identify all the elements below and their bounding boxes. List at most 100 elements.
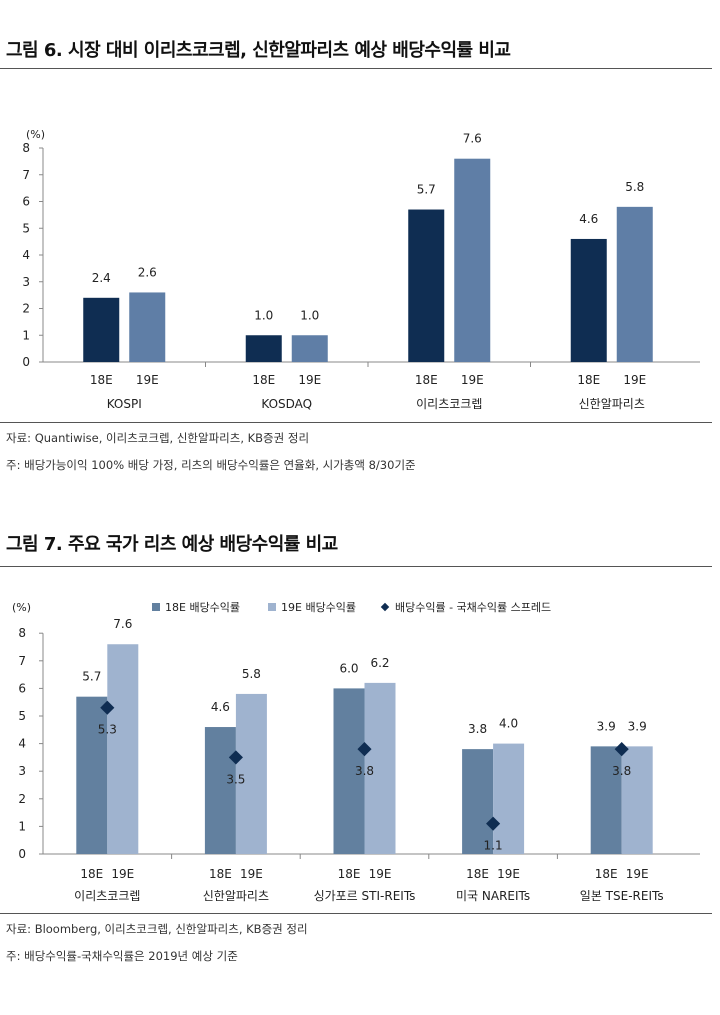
figure6-bottom-rule xyxy=(0,422,712,423)
spread-point-diamond xyxy=(357,742,372,757)
y-tick-label: 4 xyxy=(18,737,26,751)
figure7-title-rule xyxy=(0,566,712,567)
bar xyxy=(590,746,622,854)
bar xyxy=(76,696,108,854)
figure6-title-rule xyxy=(0,68,712,69)
legend-label: 배당수익률 - 국채수익률 스프레드 xyxy=(395,601,551,614)
x-sub-tick-label: 19E xyxy=(111,867,134,881)
bar-value-label: 1.0 xyxy=(300,308,319,322)
x-sub-tick-label: 19E xyxy=(240,867,263,881)
bar xyxy=(408,209,445,362)
y-tick-label: 7 xyxy=(22,168,30,182)
bar xyxy=(364,682,396,854)
figure6-footnote: 주: 배당가능이익 100% 배당 가정, 리츠의 배당수익률은 연율화, 시가… xyxy=(6,458,416,472)
figure6-chart: (%) 0 1 2 3 4 5 6 7 8 2.4 18E 2.6 19E KOSPI 1.0 18E 1.0 19… xyxy=(22,128,700,411)
x-sub-tick-label: 18E xyxy=(595,867,618,881)
x-category-label: 신한알파리츠 xyxy=(579,397,645,411)
legend-label: 18E 배당수익률 xyxy=(165,601,240,614)
bar xyxy=(621,746,653,854)
bar-value-label: 5.7 xyxy=(82,670,101,684)
y-tick-label: 8 xyxy=(22,141,30,155)
spread-value-label: 3.8 xyxy=(612,764,631,778)
bar-value-label: 3.9 xyxy=(597,719,616,733)
spread-value-label: 1.1 xyxy=(484,839,503,853)
x-sub-tick-label: 19E xyxy=(298,373,321,387)
x-category-label: 이리츠코크렙 xyxy=(74,889,140,903)
x-category-label: KOSPI xyxy=(107,397,142,411)
bar-value-label: 5.8 xyxy=(625,180,644,194)
bar-value-label: 1.0 xyxy=(254,308,273,322)
y-tick-label: 6 xyxy=(18,681,26,695)
y-tick-label: 1 xyxy=(18,819,26,833)
bar xyxy=(454,158,491,362)
bar-value-label: 4.6 xyxy=(579,212,598,226)
spread-value-label: 5.3 xyxy=(98,723,117,737)
x-category-label: 신한알파리츠 xyxy=(203,889,269,903)
x-category-label: 싱가포르 STI-REITs xyxy=(314,889,416,903)
x-sub-tick-label: 19E xyxy=(369,867,392,881)
x-sub-tick-label: 19E xyxy=(623,373,646,387)
x-sub-tick-label: 19E xyxy=(136,373,159,387)
x-sub-tick-label: 19E xyxy=(497,867,520,881)
x-sub-tick-label: 18E xyxy=(252,373,275,387)
y-tick-label: 2 xyxy=(18,792,26,806)
y-tick-label: 0 xyxy=(18,847,26,861)
figure7-source: 자료: Bloomberg, 이리츠코크렙, 신한알파리츠, KB증권 정리 xyxy=(6,922,308,936)
figure7-chart: (%) 0 1 2 3 4 5 6 7 8 18E 배당수익률 19E 배당수익률 배당수익률 - 국채… xyxy=(12,601,700,903)
y-unit-label: (%) xyxy=(26,128,45,141)
x-sub-tick-label: 18E xyxy=(338,867,361,881)
bar xyxy=(291,335,328,362)
bar-value-label: 3.9 xyxy=(628,719,647,733)
spread-value-label: 3.5 xyxy=(226,772,245,786)
bar-value-label: 4.6 xyxy=(211,700,230,714)
bar-value-label: 5.7 xyxy=(417,183,436,197)
bar-value-label: 7.6 xyxy=(463,132,482,146)
x-category-label: KOSDAQ xyxy=(261,397,312,411)
y-tick-label: 8 xyxy=(18,626,26,640)
y-tick-label: 0 xyxy=(22,355,30,369)
x-category-label: 일본 TSE-REITs xyxy=(580,889,664,903)
spread-value-label: 3.8 xyxy=(355,764,374,778)
legend-swatch xyxy=(152,603,160,611)
x-sub-tick-label: 19E xyxy=(461,373,484,387)
bar-value-label: 4.0 xyxy=(499,717,518,731)
legend-label: 19E 배당수익률 xyxy=(281,601,356,614)
bar xyxy=(107,644,139,854)
spread-point-diamond xyxy=(614,742,629,757)
bar-value-label: 7.6 xyxy=(113,617,132,631)
bar-value-label: 5.8 xyxy=(242,667,261,681)
bar xyxy=(616,206,653,362)
bar-value-label: 6.2 xyxy=(370,656,389,670)
y-tick-label: 4 xyxy=(22,248,30,262)
bar xyxy=(493,743,525,854)
spread-point-diamond xyxy=(486,816,501,831)
bar xyxy=(235,693,267,854)
bar-value-label: 3.8 xyxy=(468,722,487,736)
x-category-label: 미국 NAREITs xyxy=(456,889,530,903)
y-tick-label: 1 xyxy=(22,328,30,342)
bar xyxy=(245,335,282,362)
x-category-label: 이리츠코크렙 xyxy=(416,397,482,411)
y-unit-label: (%) xyxy=(12,601,31,614)
bar xyxy=(129,292,166,362)
legend-swatch xyxy=(268,603,276,611)
x-sub-tick-label: 18E xyxy=(209,867,232,881)
y-tick-label: 3 xyxy=(18,764,26,778)
x-sub-tick-label: 18E xyxy=(466,867,489,881)
legend-marker-diamond xyxy=(380,602,390,612)
x-sub-tick-label: 18E xyxy=(577,373,600,387)
figure7-footnote: 주: 배당수익률-국채수익률은 2019년 예상 기준 xyxy=(6,949,238,963)
y-tick-label: 7 xyxy=(18,654,26,668)
bar xyxy=(462,749,494,854)
y-tick-label: 6 xyxy=(22,195,30,209)
x-sub-tick-label: 18E xyxy=(90,373,113,387)
y-tick-label: 2 xyxy=(22,302,30,316)
figure6-title: 그림 6. 시장 대비 이리츠코크렙, 신한알파리츠 예상 배당수익률 비교 xyxy=(6,40,511,61)
y-tick-label: 3 xyxy=(22,275,30,289)
bar-value-label: 2.6 xyxy=(138,265,157,279)
y-tick-label: 5 xyxy=(18,709,26,723)
bar xyxy=(333,688,365,854)
bar xyxy=(570,238,607,362)
bar-value-label: 2.4 xyxy=(92,271,111,285)
x-sub-tick-label: 19E xyxy=(626,867,649,881)
